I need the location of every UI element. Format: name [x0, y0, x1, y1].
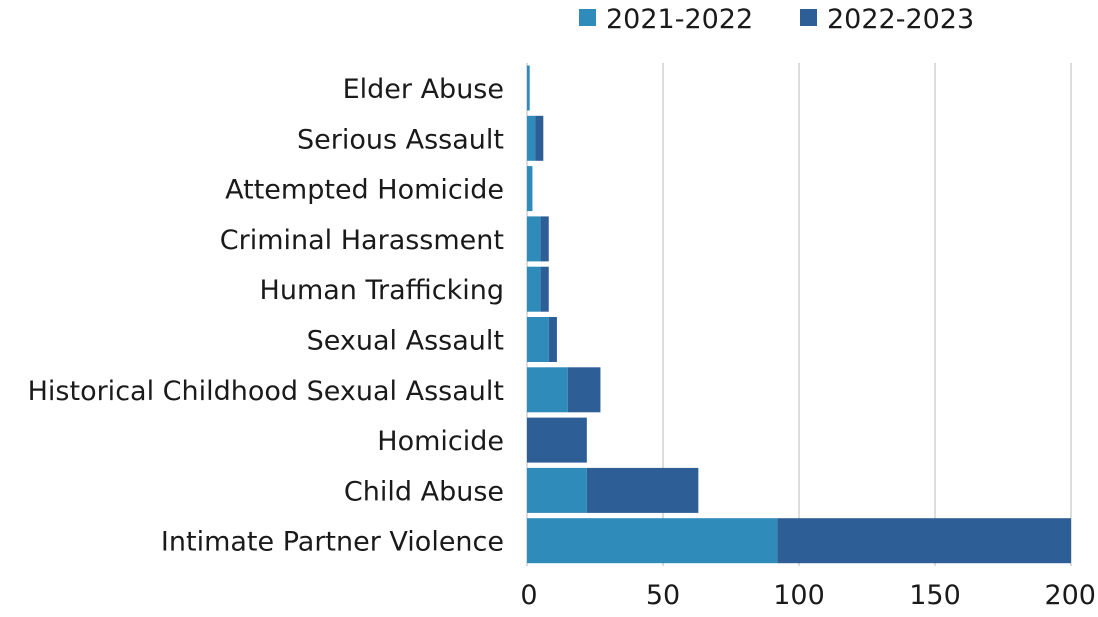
bars	[527, 65, 1071, 564]
bar-2021-2022-child-abuse	[527, 467, 587, 513]
x-tick-label: 0	[520, 580, 537, 611]
category-label: Elder Abuse	[343, 74, 504, 105]
legend-swatch-2022-2023	[800, 9, 817, 26]
bar-2021-2022-criminal-harassment	[527, 216, 541, 262]
bar-2021-2022-elder-abuse	[527, 65, 530, 111]
legend-item-2022-2023[interactable]: 2022-2023	[800, 4, 974, 35]
category-label: Intimate Partner Violence	[161, 527, 504, 558]
bar-2022-2023-human-trafficking	[540, 266, 549, 312]
legend-label-2022-2023: 2022-2023	[827, 4, 974, 35]
x-tick-label: 150	[909, 580, 961, 611]
bar-2022-2023-child-abuse	[586, 467, 699, 513]
legend-item-2021-2022[interactable]: 2021-2022	[579, 4, 753, 35]
bar-2022-2023-historical-childhood-sexual-assault	[567, 367, 601, 413]
category-label: Sexual Assault	[307, 326, 504, 357]
legend-label-2021-2022: 2021-2022	[606, 4, 753, 35]
bar-2021-2022-sexual-assault	[527, 317, 549, 362]
category-label: Human Trafficking	[260, 275, 504, 306]
legend-swatch-2021-2022	[579, 9, 596, 26]
bar-2022-2023-serious-assault	[535, 115, 544, 161]
category-labels: Elder Abuse Serious Assault Attempted Homi…	[28, 74, 504, 558]
legend[interactable]: 2021-2022 2022-2023	[579, 4, 974, 35]
bar-2022-2023-criminal-harassment	[540, 216, 549, 262]
x-axis-ticks: 0 50 100 150 200	[520, 580, 1096, 611]
category-label: Child Abuse	[344, 476, 504, 507]
bar-2021-2022-historical-childhood-sexual-assault	[527, 367, 568, 413]
x-tick-label: 200	[1044, 580, 1096, 611]
category-label: Historical Childhood Sexual Assault	[28, 376, 504, 407]
bar-2021-2022-serious-assault	[527, 115, 536, 161]
bar-2021-2022-human-trafficking	[527, 266, 541, 312]
x-tick-label: 50	[646, 580, 680, 611]
category-label: Criminal Harassment	[220, 225, 504, 256]
bar-2022-2023-intimate-partner-violence	[777, 518, 1071, 564]
bar-2022-2023-homicide	[527, 417, 587, 463]
category-label: Serious Assault	[297, 124, 504, 155]
category-label: Attempted Homicide	[225, 175, 504, 206]
x-tick-label: 100	[773, 580, 825, 611]
bar-2021-2022-attempted-homicide	[527, 166, 533, 212]
category-label: Homicide	[377, 426, 504, 457]
bar-2021-2022-intimate-partner-violence	[527, 518, 778, 564]
bar-2022-2023-sexual-assault	[548, 317, 557, 362]
